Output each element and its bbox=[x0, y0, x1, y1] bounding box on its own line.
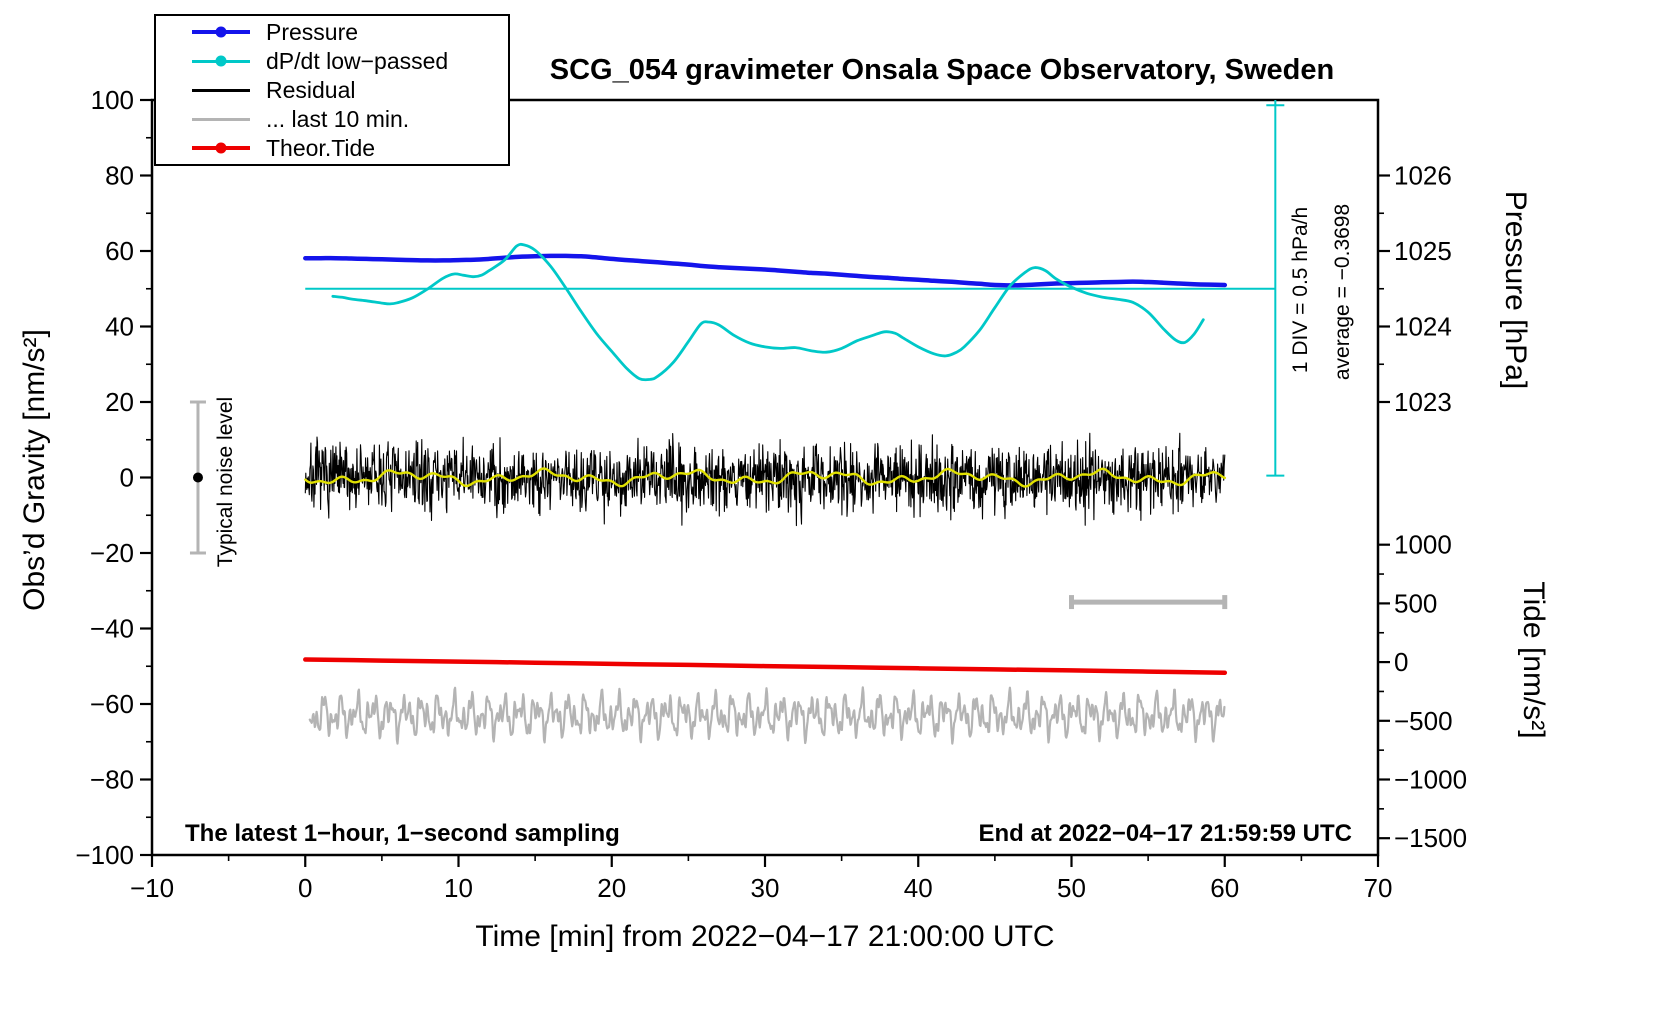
legend-label: Pressure bbox=[266, 18, 359, 45]
gravity-axis-tick-label: −20 bbox=[90, 538, 134, 568]
decorations-layer bbox=[189, 100, 1285, 610]
legend-label: Theor.Tide bbox=[266, 134, 376, 161]
noise-level-dot bbox=[192, 472, 203, 483]
y-axis-label-gravity: Obs’d Gravity [nm/s²] bbox=[18, 329, 51, 611]
tide-axis-tick-label: 0 bbox=[1394, 647, 1408, 677]
x-axis-tick-label: 0 bbox=[298, 873, 312, 903]
legend-item-pressure: Pressure bbox=[192, 18, 508, 45]
series-tide-line bbox=[303, 657, 1228, 675]
gravity-axis-tick-label: −100 bbox=[75, 840, 134, 870]
gravity-axis-tick-label: 60 bbox=[105, 236, 134, 266]
legend-line-sample bbox=[192, 88, 250, 92]
gravity-axis-tick-label: 0 bbox=[120, 463, 134, 493]
legend-label: dP/dt low−passed bbox=[266, 47, 449, 74]
gravity-axis-tick-label: −80 bbox=[90, 765, 134, 795]
gravity-axis-tick-label: 20 bbox=[105, 387, 134, 417]
legend: Pressure dP/dt low−passed Residual... last… bbox=[154, 14, 510, 166]
tide-axis-tick-label: −1000 bbox=[1394, 765, 1467, 795]
legend-marker-dot-icon bbox=[215, 26, 227, 38]
annotation-div-scale: 1 DIV = 0.5 hPa/h bbox=[1289, 207, 1312, 373]
x-axis-tick-label: 20 bbox=[597, 873, 626, 903]
x-axis-label: Time [min] from 2022−04−17 21:00:00 UTC bbox=[475, 920, 1054, 953]
gravity-axis-tick-label: 80 bbox=[105, 161, 134, 191]
legend-swatch-residual bbox=[192, 83, 250, 97]
gravity-axis-tick-label: −40 bbox=[90, 614, 134, 644]
tide-axis-tick-label: −500 bbox=[1394, 706, 1453, 736]
series-layer bbox=[303, 242, 1228, 745]
series-dpdt-line bbox=[331, 242, 1205, 382]
y-axis-label-pressure: Pressure [hPa] bbox=[1499, 191, 1532, 389]
tide-axis-tick-label: 1000 bbox=[1394, 530, 1452, 560]
legend-swatch-dpdt bbox=[192, 54, 250, 68]
pressure-axis-tick-label: 1026 bbox=[1394, 161, 1452, 191]
legend-item-dpdt: dP/dt low−passed bbox=[192, 47, 508, 74]
axes-frame-layer: −10 0 10 20 30 40 50 60 70−100−80−60−40−20020406… bbox=[75, 85, 1467, 903]
legend-swatch-last10 bbox=[192, 112, 250, 126]
pressure-axis-tick-label: 1024 bbox=[1394, 312, 1452, 342]
series-residual-lowpass-line bbox=[304, 467, 1226, 488]
annotation-noise-level: Typical noise level bbox=[214, 397, 237, 567]
legend-item-tide: Theor.Tide bbox=[192, 134, 508, 161]
x-axis-tick-label: 60 bbox=[1210, 873, 1239, 903]
legend-label: Residual bbox=[266, 76, 356, 103]
legend-swatch-pressure bbox=[192, 25, 250, 39]
legend-marker-dot-icon bbox=[215, 142, 227, 154]
x-axis-tick-label: 70 bbox=[1364, 873, 1393, 903]
gravity-axis-tick-label: 40 bbox=[105, 312, 134, 342]
footer-sampling-note: The latest 1−hour, 1−second sampling bbox=[185, 820, 620, 847]
legend-item-residual: Residual bbox=[192, 76, 508, 103]
gravity-axis-tick-label: 100 bbox=[91, 85, 134, 115]
series-residual-line bbox=[304, 432, 1226, 527]
legend-line-sample bbox=[192, 117, 250, 121]
x-axis-tick-label: 50 bbox=[1057, 873, 1086, 903]
gravity-axis-tick-label: −60 bbox=[90, 689, 134, 719]
tide-axis-tick-label: 500 bbox=[1394, 588, 1437, 618]
x-axis-tick-label: 30 bbox=[751, 873, 780, 903]
pressure-axis-tick-label: 1025 bbox=[1394, 236, 1452, 266]
legend-marker-dot-icon bbox=[215, 55, 227, 67]
x-axis-tick-label: −10 bbox=[130, 873, 174, 903]
footer-end-time: End at 2022−04−17 21:59:59 UTC bbox=[978, 820, 1352, 847]
series-last10-line bbox=[308, 686, 1226, 745]
x-axis-tick-label: 10 bbox=[444, 873, 473, 903]
x-axis-tick-label: 40 bbox=[904, 873, 933, 903]
legend-label: ... last 10 min. bbox=[266, 105, 410, 132]
annotation-average: average = −0.3698 bbox=[1331, 204, 1354, 380]
pressure-axis-tick-label: 1023 bbox=[1394, 387, 1452, 417]
tide-axis-tick-label: −1500 bbox=[1394, 823, 1467, 853]
chart-title: SCG_054 gravimeter Onsala Space Observat… bbox=[550, 54, 1334, 86]
legend-swatch-tide bbox=[192, 141, 250, 155]
y-axis-label-tide: Tide [nm/s²] bbox=[1517, 581, 1550, 738]
series-pressure-line bbox=[303, 253, 1228, 288]
legend-item-last10: ... last 10 min. bbox=[192, 105, 508, 132]
